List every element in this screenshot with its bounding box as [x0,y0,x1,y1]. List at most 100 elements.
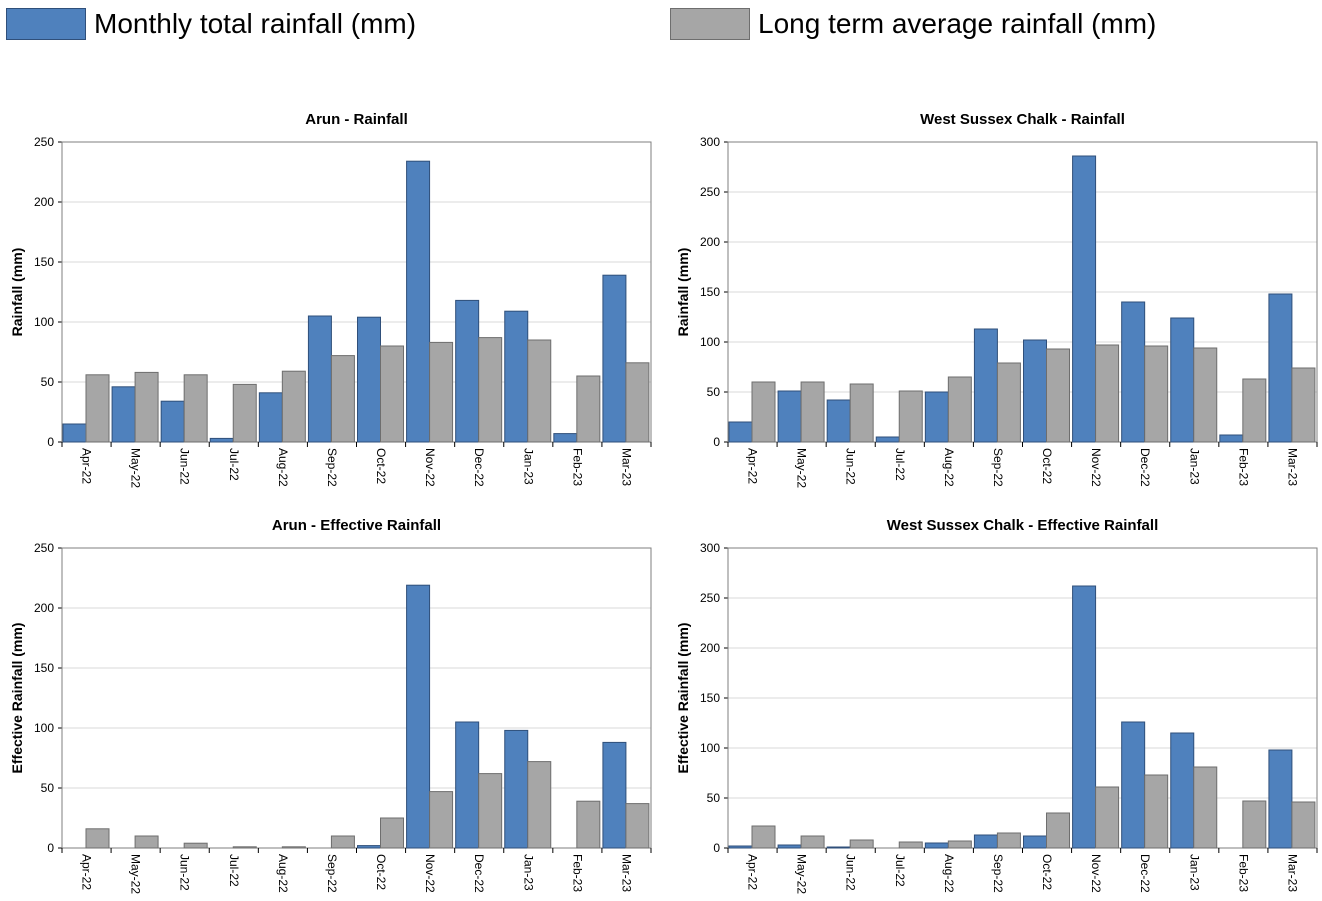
bar-long-term-average [478,773,503,849]
bar-long-term-average [478,337,503,443]
bar-monthly-total [258,392,283,443]
x-tick-label: Nov-22 [423,448,437,487]
legend-swatch-long-term-average [670,8,750,40]
bar-long-term-average [1193,347,1218,443]
x-tick-label: Oct-22 [374,448,388,484]
x-tick-label: Sep-22 [991,854,1005,893]
bar-long-term-average [527,339,552,443]
x-tick-label: May-22 [795,448,809,488]
bar-long-term-average [1291,367,1316,443]
y-tick-label: 200 [700,235,720,249]
x-tick-label: Aug-22 [276,448,290,487]
y-tick-label: 100 [34,721,54,735]
x-tick-label: Jun-22 [178,448,192,485]
y-tick-label: 300 [700,135,720,149]
bar-monthly-total [602,741,627,849]
x-tick-label: Feb-23 [1236,854,1250,892]
bar-long-term-average [1144,774,1169,849]
x-tick-label: Feb-23 [570,448,584,486]
x-tick-label: Dec-22 [1138,448,1152,487]
bar-long-term-average [85,828,110,849]
chart-title: West Sussex Chalk - Effective Rainfall [887,517,1159,534]
x-tick-label: May-22 [795,854,809,894]
y-tick-label: 250 [700,591,720,605]
x-tick-label: Mar-23 [1285,854,1299,892]
x-tick-label: Sep-22 [325,448,339,487]
bar-long-term-average [183,374,208,443]
y-tick-label: 0 [47,841,54,855]
x-tick-label: Jan-23 [521,854,535,891]
bar-monthly-total [1121,301,1146,443]
y-tick-label: 200 [34,601,54,615]
y-axis-label: Effective Rainfall (mm) [675,623,691,774]
bar-monthly-total [728,845,753,849]
bar-monthly-total [1023,835,1047,849]
y-axis-label: Rainfall (mm) [9,248,25,337]
x-tick-label: Oct-22 [1040,854,1054,890]
y-tick-label: 250 [34,135,54,149]
bar-monthly-total [924,842,949,849]
bar-monthly-total [357,845,381,849]
bar-monthly-total [973,328,998,443]
bar-monthly-total [406,160,431,443]
chart-title: Arun - Effective Rainfall [272,517,441,534]
x-tick-label: Nov-22 [1089,854,1103,893]
bar-long-term-average [576,800,601,849]
bar-long-term-average [947,376,972,443]
x-tick-label: Jun-22 [844,448,858,485]
y-tick-label: 50 [707,385,721,399]
x-tick-label: Apr-22 [80,854,94,890]
bar-monthly-total [602,274,627,443]
bar-monthly-total [826,399,851,443]
legend-swatch-monthly-total [6,8,86,40]
chart-arun-rainfall: Arun - Rainfall 0 50 100 150 200 250 Rainfall (… [9,111,652,488]
bar-long-term-average [1242,800,1267,849]
y-axis-label: Effective Rainfall (mm) [9,623,25,774]
bar-monthly-total [777,844,802,849]
bar-monthly-total [62,423,87,443]
bar-long-term-average [1242,378,1267,443]
bar-monthly-total [307,315,332,443]
y-tick-label: 200 [700,641,720,655]
bar-long-term-average [281,846,306,849]
x-tick-label: Nov-22 [423,854,437,893]
y-tick-label: 50 [41,781,55,795]
x-tick-label: Jan-23 [1187,448,1201,485]
chart-title: Arun - Rainfall [305,111,408,128]
bar-long-term-average [800,835,825,849]
bar-monthly-total [1121,721,1146,849]
y-tick-label: 300 [700,541,720,555]
bar-monthly-total [924,391,949,443]
bar-monthly-total [875,436,900,443]
x-tick-label: Apr-22 [80,448,94,484]
legend-label-long-term-average: Long term average rainfall (mm) [758,8,1157,39]
x-tick-label: Oct-22 [1040,448,1054,484]
bar-long-term-average [232,846,257,849]
bar-monthly-total [1072,155,1097,443]
x-tick-label: Jan-23 [1187,854,1201,891]
x-tick-label: Feb-23 [570,854,584,892]
y-tick-label: 200 [34,195,54,209]
bar-long-term-average [947,840,972,849]
chart-west-sussex-chalk-rainfall: West Sussex Chalk - Rainfall 0 50 100 150 200… [675,111,1318,488]
bar-monthly-total [826,846,851,849]
bar-long-term-average [527,761,552,849]
bar-monthly-total [728,421,753,443]
bar-monthly-total [504,310,529,443]
bar-long-term-average [849,383,874,443]
chart-west-sussex-chalk-effective-rainfall: West Sussex Chalk - Effective Rainfall 0 5… [675,517,1318,894]
legend: Monthly total rainfall (mm) Long term av… [0,0,1322,60]
y-tick-label: 100 [700,741,720,755]
bar-long-term-average [1144,345,1169,443]
x-tick-label: Apr-22 [746,448,760,484]
x-tick-label: May-22 [129,854,143,894]
bar-long-term-average [380,817,404,849]
y-tick-label: 150 [700,691,720,705]
bar-long-term-average [1095,786,1120,849]
bar-long-term-average [751,825,776,849]
bar-long-term-average [1291,801,1316,849]
bar-long-term-average [898,841,923,849]
y-tick-label: 0 [47,435,54,449]
y-tick-label: 50 [41,375,55,389]
legend-label-monthly-total: Monthly total rainfall (mm) [94,8,417,39]
